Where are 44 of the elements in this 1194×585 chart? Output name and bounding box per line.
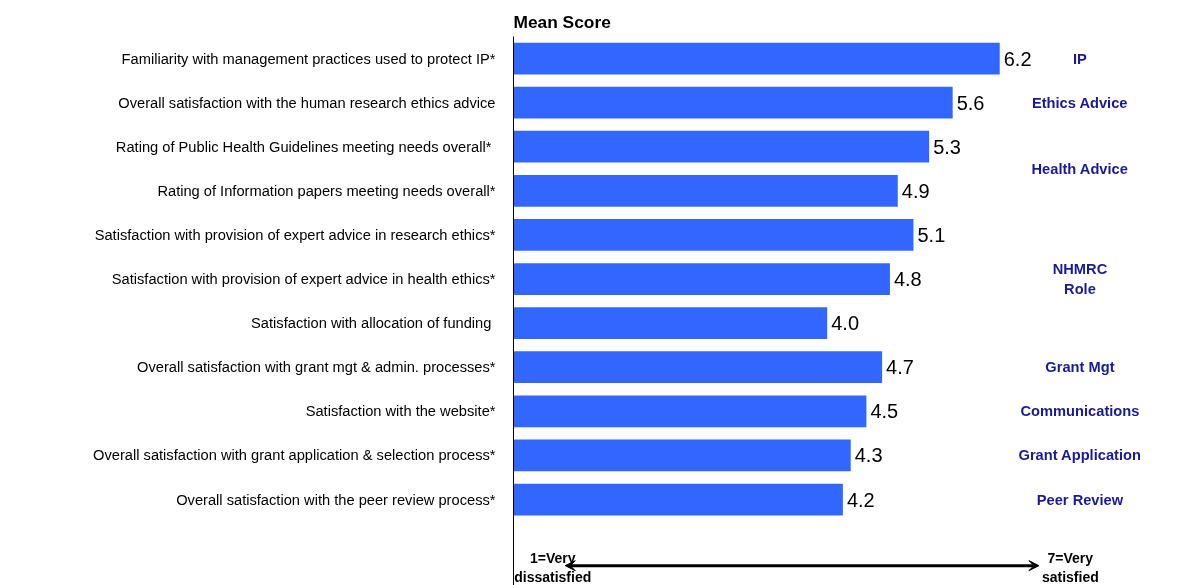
text: NHMRC Role bbox=[1052, 261, 1108, 297]
bar bbox=[513, 42, 1000, 75]
y-tick-label: Satisfaction with the website* bbox=[305, 403, 496, 420]
bar bbox=[513, 439, 851, 472]
y-tick-label: Overall satisfaction with grant mgt & admin. processes* bbox=[137, 359, 496, 376]
bar bbox=[513, 395, 867, 428]
text: 1=Very dissatisfied bbox=[514, 550, 592, 585]
text: Communications bbox=[1020, 403, 1140, 420]
data-label: 4.5 bbox=[870, 400, 899, 423]
y-tick-label: Overall satisfaction with the peer review process* bbox=[176, 491, 496, 508]
data-label: 4.3 bbox=[854, 444, 883, 467]
text: Ethics Advice bbox=[1031, 94, 1128, 111]
data-label: 5.6 bbox=[956, 91, 985, 114]
data-label: 4.9 bbox=[901, 179, 930, 202]
text: Grant Mgt bbox=[1045, 359, 1115, 376]
data-label: 5.1 bbox=[917, 223, 946, 246]
bar bbox=[513, 219, 914, 251]
data-label: 4.0 bbox=[831, 312, 860, 335]
bar bbox=[513, 351, 883, 384]
bar bbox=[513, 483, 843, 516]
y-tick-label: Satisfaction with provision of expert advice in health ethics* bbox=[111, 271, 496, 288]
data-label: 5.3 bbox=[933, 135, 961, 158]
text: 7=Very satisfied bbox=[1041, 550, 1099, 585]
bar bbox=[513, 130, 930, 163]
y-tick-label: Overall satisfaction with grant application & selection process* bbox=[93, 447, 496, 464]
text: Peer Review bbox=[1036, 491, 1124, 508]
bar bbox=[513, 174, 898, 207]
y-tick-label: Rating of Information papers meeting needs overall* bbox=[157, 182, 496, 199]
data-label: 4.8 bbox=[893, 268, 922, 291]
text: Health Advice bbox=[1031, 160, 1128, 177]
text: Grant Application bbox=[1018, 447, 1141, 464]
y-tick-label: Overall satisfaction with the human research ethics advice bbox=[118, 94, 496, 111]
text: IP bbox=[1073, 50, 1088, 67]
bar bbox=[513, 263, 890, 295]
bar bbox=[513, 307, 828, 339]
data-label: 4.7 bbox=[886, 356, 914, 379]
bar bbox=[513, 86, 953, 119]
chart-title: Mean Score bbox=[513, 11, 612, 32]
y-tick-label: Rating of Public Health Guidelines meeting needs overall* bbox=[115, 138, 492, 155]
y-tick-label: Satisfaction with provision of expert advice in research ethics* bbox=[94, 226, 496, 243]
y-tick-label: Satisfaction with allocation of funding bbox=[251, 315, 492, 332]
data-label: 4.2 bbox=[846, 488, 875, 511]
data-label: 6.2 bbox=[1003, 47, 1032, 70]
y-tick-label: Familiarity with management practices used to protect IP* bbox=[121, 50, 496, 67]
